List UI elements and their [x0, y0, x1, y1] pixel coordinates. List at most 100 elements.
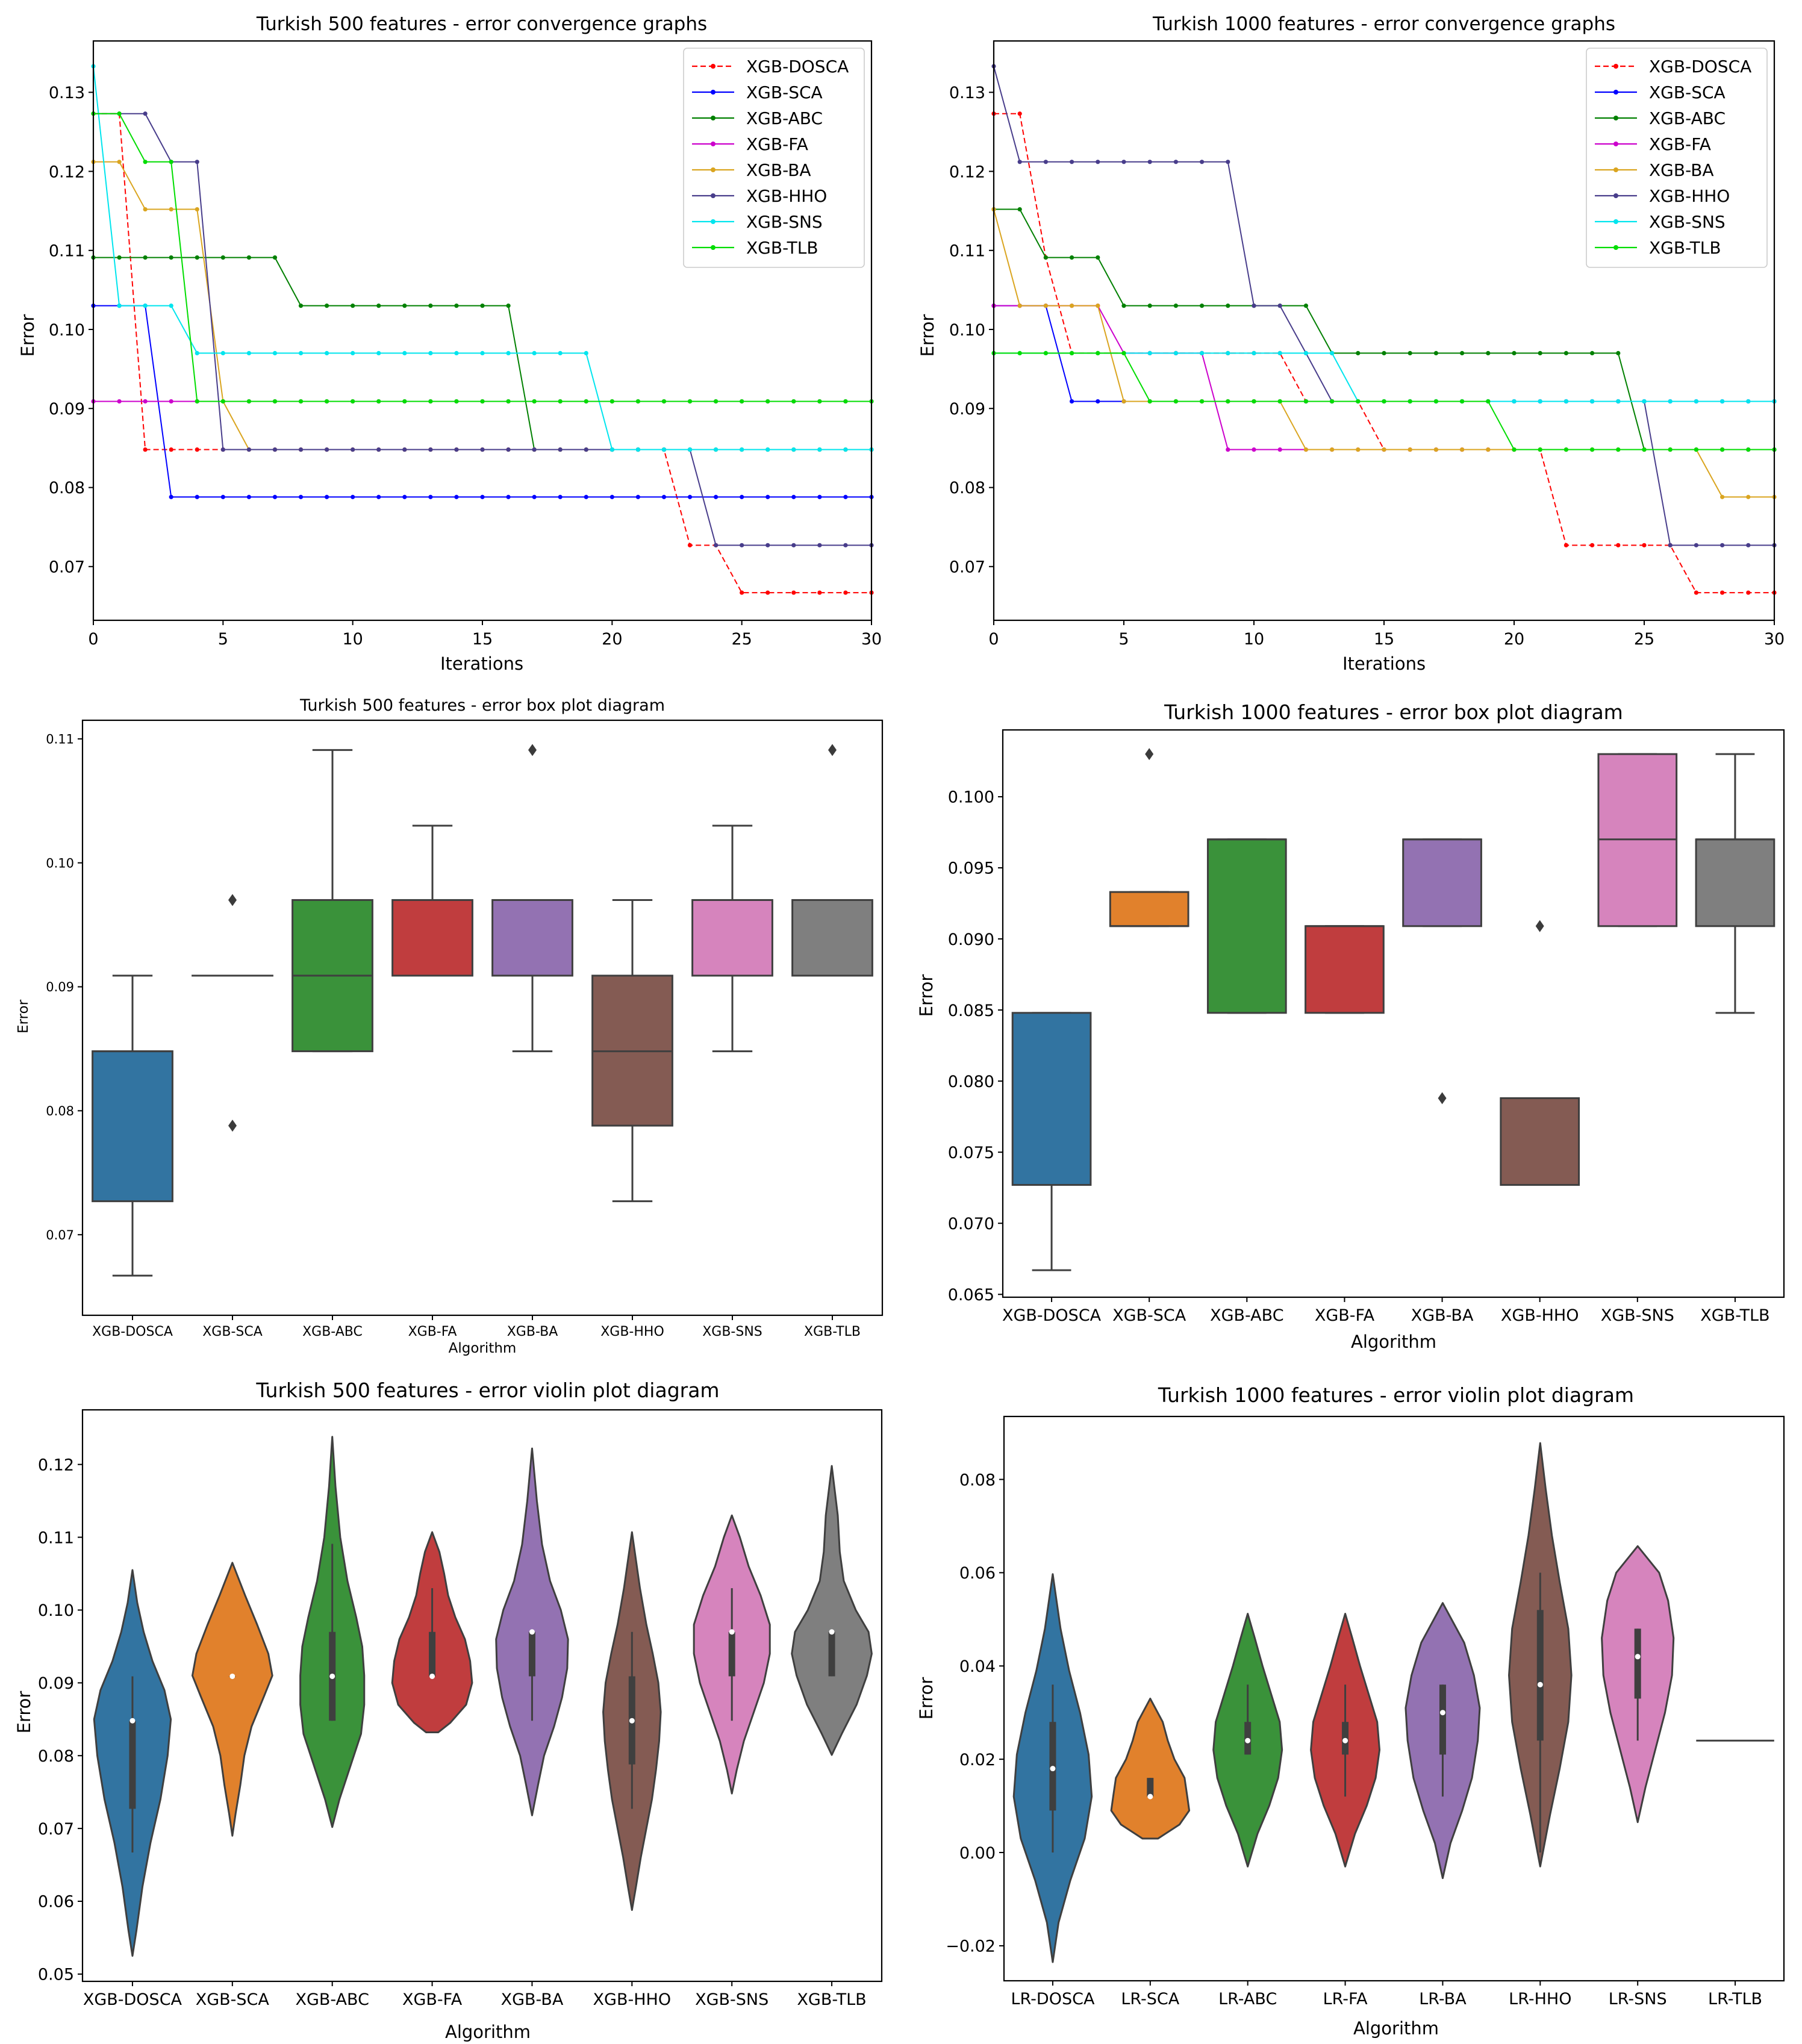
violin1000-lr-sns-iqr-bar — [1634, 1628, 1641, 1699]
conv1000-point-xgb-ba — [1070, 304, 1074, 308]
violin500-ytick-label: 0.06 — [38, 1893, 74, 1912]
conv500-point-xgb-abc — [246, 255, 251, 260]
violin1000-lr-fa-median-dot — [1342, 1737, 1348, 1743]
violin500-axes-frame — [81, 1409, 883, 1983]
conv1000-point-xgb-tlb — [1746, 447, 1751, 452]
conv500-point-xgb-tlb — [584, 399, 588, 404]
conv500-point-xgb-hho — [584, 447, 588, 452]
conv1000-point-xgb-tlb — [1668, 447, 1673, 452]
box1000-ylabel: Error — [916, 974, 937, 1017]
box1000-xtick-label: XGB-DOSCA — [1002, 1306, 1102, 1325]
conv500-legend-marker — [711, 64, 716, 69]
conv500-point-xgb-abc — [169, 255, 173, 260]
conv500-point-xgb-dosca — [843, 590, 848, 595]
violin500-xtick-label: XGB-SNS — [695, 1990, 768, 2009]
box500-xtick-label: XGB-SCA — [202, 1324, 263, 1339]
conv500-point-xgb-hho — [454, 447, 459, 452]
box500-xgb-tlb-box — [791, 899, 873, 977]
conv1000-point-xgb-ba — [1330, 447, 1335, 452]
box500-xgb-sca-outlier — [228, 894, 237, 906]
conv500-legend-label: XGB-ABC — [746, 108, 823, 128]
violin500-xgb-tlb-violin — [791, 1465, 873, 1756]
conv500-legend-marker — [711, 116, 716, 120]
violin1000-xtick-label: LR-SNS — [1609, 1990, 1667, 2008]
conv500-point-xgb-sns — [765, 447, 770, 452]
box1000-xtick-label: XGB-BA — [1411, 1306, 1474, 1325]
conv500-point-xgb-abc — [506, 304, 511, 308]
conv1000-point-xgb-sns — [1277, 351, 1282, 356]
conv500-point-xgb-sca — [376, 494, 381, 499]
conv1000-panel: Turkish 1000 features - error convergenc… — [917, 13, 1785, 674]
conv1000-xtick-label: 5 — [1118, 630, 1129, 649]
conv1000-point-xgb-abc — [1096, 255, 1100, 260]
conv500-point-xgb-sns — [661, 447, 667, 452]
conv1000-point-xgb-tlb — [1200, 399, 1205, 404]
box1000-xtick-label: XGB-SNS — [1601, 1306, 1674, 1325]
violin500-xgb-sns-median-dot — [729, 1629, 735, 1635]
conv1000-point-xgb-ba — [1121, 399, 1126, 404]
conv500-point-xgb-sca — [454, 494, 459, 499]
violin500-xgb-sca-violin — [191, 1562, 273, 1837]
conv1000-xtick-label: 20 — [1504, 630, 1524, 649]
violin1000-lr-hho-iqr-bar — [1536, 1610, 1544, 1741]
conv500-point-xgb-sca — [765, 494, 770, 499]
conv1000-point-xgb-tlb — [1356, 399, 1361, 404]
conv1000-point-xgb-ba — [1017, 304, 1022, 308]
conv500-ytick-label: 0.12 — [49, 163, 85, 181]
conv1000-point-xgb-tlb — [1173, 399, 1178, 404]
conv1000-point-xgb-dosca — [1642, 543, 1647, 547]
violin1000-lr-ba-iqr-bar — [1439, 1684, 1446, 1755]
conv1000-point-xgb-fa — [1226, 447, 1230, 452]
conv1000-point-xgb-tlb — [1303, 399, 1308, 404]
violin500-xtick-label: XGB-FA — [402, 1990, 463, 2009]
violin1000-ytick-label: −0.02 — [946, 1937, 996, 1956]
conv500-point-xgb-sns — [272, 351, 278, 356]
conv1000-point-xgb-tlb — [1043, 351, 1048, 356]
conv1000-point-xgb-tlb — [1538, 447, 1542, 452]
conv500-point-xgb-hho — [272, 447, 278, 452]
conv1000-point-xgb-tlb — [1147, 399, 1152, 404]
conv500-point-xgb-abc — [272, 255, 278, 260]
box1000-xgb-fa-box — [1305, 925, 1385, 1014]
conv500-point-xgb-sns — [558, 351, 563, 356]
conv500-point-xgb-sns — [610, 447, 614, 452]
violin1000-ytick-label: 0.04 — [959, 1657, 996, 1676]
violin500-xgb-tlb-iqr-bar — [828, 1631, 835, 1677]
conv500-point-xgb-sns — [169, 304, 173, 308]
conv500-point-xgb-hho — [143, 111, 148, 116]
conv1000-point-xgb-abc — [1512, 351, 1517, 356]
box500-ytick-label: 0.10 — [46, 856, 74, 870]
conv1000-point-xgb-sns — [1538, 399, 1542, 404]
conv500-point-xgb-dosca — [817, 590, 822, 595]
conv500-point-xgb-sca — [480, 494, 485, 499]
conv500-point-xgb-abc — [402, 304, 407, 308]
conv1000-point-xgb-abc — [1303, 304, 1308, 308]
conv500-point-xgb-sns — [740, 447, 744, 452]
conv500-legend-marker — [711, 245, 716, 250]
conv1000-legend-label: XGB-HHO — [1649, 186, 1730, 206]
conv500-point-xgb-sns — [376, 351, 381, 356]
violin500-xgb-sca-median-dot — [229, 1673, 235, 1679]
conv500-point-xgb-hho — [298, 447, 304, 452]
conv500-point-xgb-abc — [325, 304, 329, 308]
conv500-point-xgb-sns — [325, 351, 329, 356]
conv500-point-xgb-sca — [246, 494, 251, 499]
conv1000-point-xgb-hho — [1147, 160, 1152, 164]
violin500-ytick-label: 0.05 — [38, 1966, 74, 1984]
conv1000-point-xgb-ba — [1096, 304, 1100, 308]
conv1000-point-xgb-abc — [1460, 351, 1465, 356]
conv1000-xtick-label: 0 — [988, 630, 999, 649]
conv1000-legend-marker — [1613, 116, 1618, 120]
conv500-point-xgb-hho — [402, 447, 407, 452]
box1000-plot: 0.065 0.070 0.075 0.080 0.085 0.090 0.095 0.100… — [948, 729, 1785, 1325]
box1000-axes-frame — [1002, 729, 1785, 1298]
conv1000-point-xgb-tlb — [1642, 447, 1647, 452]
conv500-point-xgb-abc — [298, 304, 304, 308]
conv500-point-xgb-abc — [454, 304, 459, 308]
conv500-point-xgb-dosca — [169, 447, 173, 452]
conv1000-legend-marker — [1613, 142, 1618, 146]
conv1000-point-xgb-hho — [1277, 304, 1282, 308]
violin1000-lr-abc-median-dot — [1245, 1737, 1251, 1743]
conv500-point-xgb-tlb — [428, 399, 433, 404]
conv500-ytick-label: 0.10 — [49, 321, 85, 340]
